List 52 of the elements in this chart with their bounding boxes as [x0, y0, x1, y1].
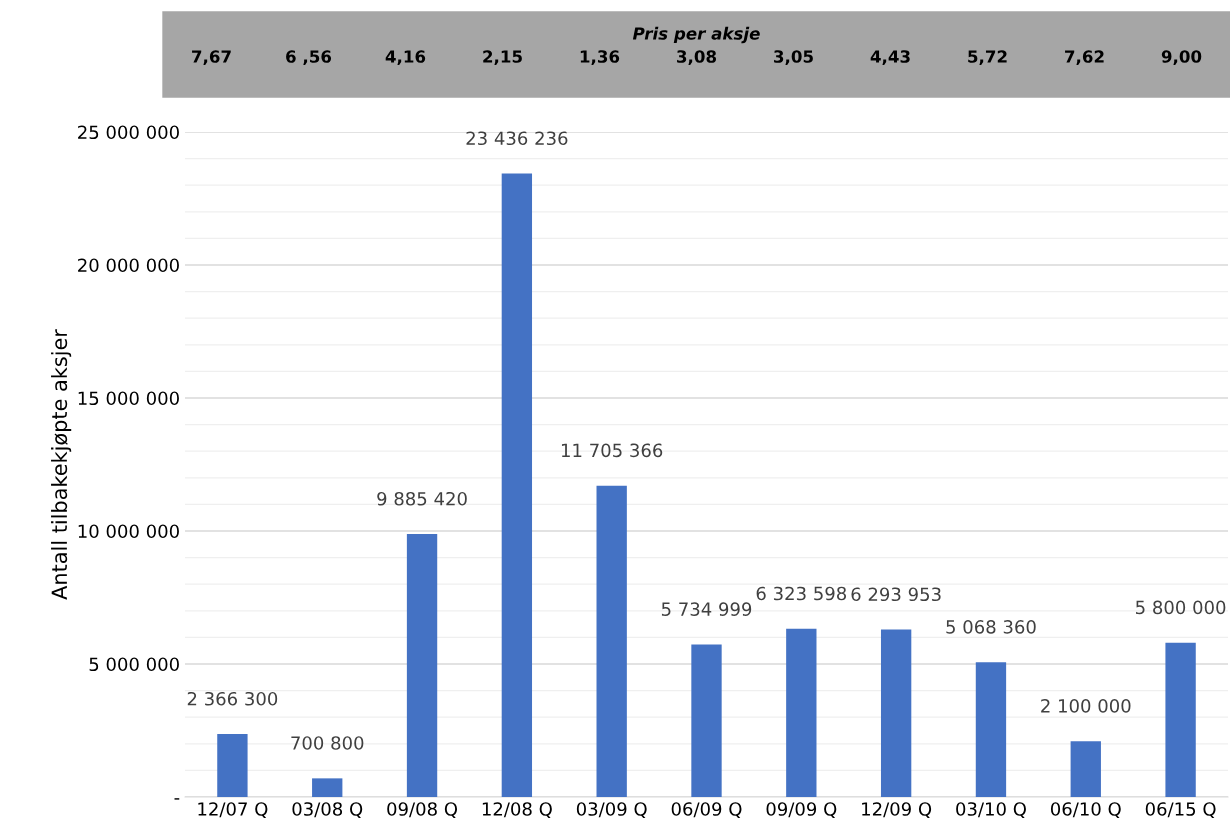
- x-tick-label: 03/10 Q: [956, 802, 1026, 818]
- x-tick-label: 09/08 Q: [387, 802, 458, 818]
- x-tick-label: 12/09 Q: [862, 802, 932, 818]
- y-tick-label: 25 000 000: [78, 125, 179, 140]
- x-tick-label: 09/09 Q: [766, 802, 837, 818]
- bar: [1165, 642, 1196, 797]
- text: 2,15: [483, 50, 522, 65]
- y-axis-title: Antall tilbakekjøpte aksjer: [51, 329, 72, 600]
- text: 9,00: [1161, 50, 1202, 65]
- data-label: 2 366 300: [187, 691, 278, 706]
- bar: [312, 778, 343, 797]
- data-label: 5 800 000: [1136, 600, 1226, 615]
- y-tick-label: -: [174, 798, 180, 800]
- text: 5,72: [968, 50, 1007, 65]
- data-label: 11 705 366: [561, 443, 663, 458]
- x-tick-label: 12/08 Q: [482, 802, 552, 818]
- bar: [217, 734, 248, 797]
- bar: [1070, 741, 1101, 797]
- data-label: 9 885 420: [377, 491, 467, 506]
- text: 6 ,56: [286, 50, 332, 65]
- data-label: 2 100 000: [1041, 698, 1131, 713]
- y-tick-label: 10 000 000: [78, 524, 179, 539]
- x-tick-label: 03/09 Q: [576, 802, 647, 818]
- text: 7,67: [192, 50, 231, 65]
- x-tick-label: 03/08 Q: [292, 802, 363, 818]
- text: 3,05: [774, 50, 813, 65]
- bar: [406, 534, 438, 797]
- bar: [596, 485, 627, 797]
- data-label: 6 293 953: [851, 587, 941, 602]
- data-label: 23 436 236: [466, 131, 568, 146]
- bar: [880, 629, 912, 797]
- data-label: 700 800: [291, 736, 364, 750]
- text: 4,16: [385, 50, 426, 65]
- bar: [691, 644, 722, 797]
- bar: [786, 628, 817, 797]
- text: 7,62: [1065, 50, 1104, 65]
- x-tick-label: 12/07 Q: [198, 802, 268, 818]
- text: 4,43: [870, 50, 910, 65]
- x-tick-label: 06/10 Q: [1050, 802, 1121, 818]
- text: 1,36: [580, 50, 620, 65]
- bar: [975, 662, 1007, 797]
- data-label: 5 068 360: [946, 620, 1036, 634]
- y-tick-label: 5 000 000: [89, 657, 179, 672]
- chart-title: Pris per aksje: [632, 26, 760, 44]
- y-tick-label: 15 000 000: [78, 391, 179, 406]
- x-tick-label: 06/09 Q: [671, 802, 742, 818]
- text: 3,08: [677, 50, 717, 65]
- data-label: 6 323 598: [756, 586, 847, 601]
- data-label: 5 734 999: [661, 602, 752, 616]
- y-tick-label: 20 000 000: [78, 258, 179, 273]
- bar: [501, 173, 533, 797]
- x-tick-label: 06/15 Q: [1145, 802, 1216, 818]
